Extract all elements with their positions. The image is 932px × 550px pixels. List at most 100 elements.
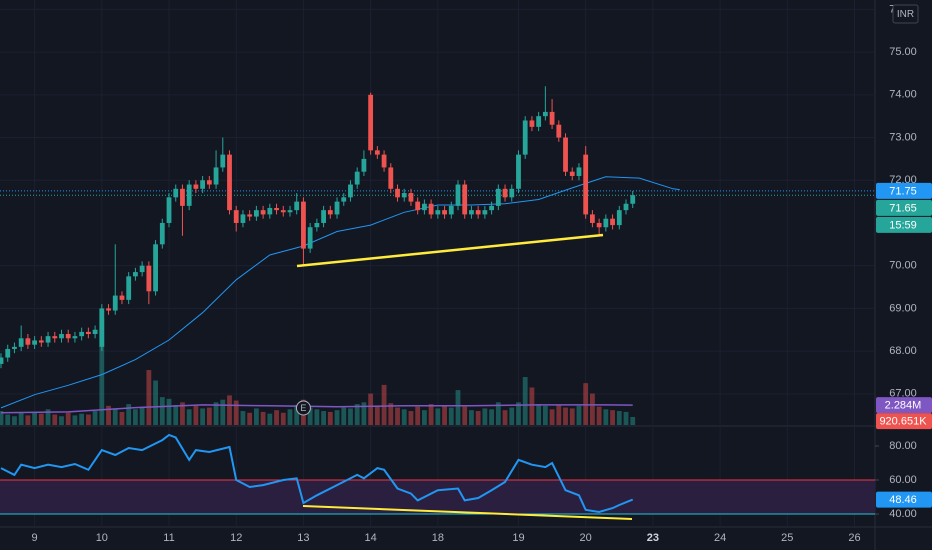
candle-body	[314, 222, 320, 228]
volume-bar	[12, 416, 17, 425]
volume-bar	[99, 318, 105, 425]
volume-bar	[112, 408, 118, 425]
volume-bar	[616, 411, 622, 425]
volume-bar	[186, 409, 192, 425]
candle-body	[25, 338, 31, 345]
axis-label-box	[876, 397, 932, 414]
x-tick-label: 25	[781, 532, 793, 544]
candle-body	[462, 184, 468, 215]
volume-bar	[415, 406, 421, 425]
candle-body	[556, 124, 562, 138]
volume-bar	[25, 415, 31, 425]
volume-bar	[563, 407, 568, 425]
candle-body	[85, 331, 91, 335]
rsi-line	[0, 433, 634, 514]
axis-label: 71.65	[889, 202, 917, 214]
candle-body	[529, 120, 535, 127]
volume-bar	[361, 402, 367, 425]
candle-body	[233, 210, 239, 223]
volume-bar	[260, 411, 266, 425]
volume-bar	[610, 410, 615, 425]
volume-bar	[139, 406, 145, 425]
volume-bar	[206, 407, 212, 425]
y-tick-label: 70.00	[889, 260, 917, 272]
x-tick-label: 26	[848, 532, 860, 544]
volume-ma-line	[0, 404, 633, 414]
volume-bar	[253, 408, 259, 425]
candle-body	[502, 188, 508, 198]
volume-bar	[341, 407, 347, 425]
volume-bar	[381, 384, 387, 425]
volume-bar	[455, 390, 461, 425]
volume-bar	[428, 404, 434, 425]
volume-bar	[0, 411, 4, 425]
candle-body	[603, 218, 609, 228]
candle-body	[59, 334, 64, 339]
volume-bar	[408, 411, 414, 425]
x-tick-label: 14	[365, 532, 377, 544]
candle-body	[623, 203, 629, 211]
y-tick-label: 75.00	[889, 46, 917, 58]
candle-body	[247, 214, 253, 217]
candle-body	[253, 210, 259, 217]
volume-bar	[556, 404, 562, 425]
candle-body	[200, 180, 206, 189]
volume-bar	[489, 409, 494, 425]
candle-body	[368, 94, 374, 151]
candle-body	[630, 195, 636, 204]
rsi-tick-label: 80.00	[889, 440, 917, 452]
candle-body	[469, 210, 474, 215]
axis-label-box	[876, 413, 932, 430]
candle-body	[213, 167, 219, 185]
volume-bar	[368, 393, 374, 425]
axes: 67.0068.0069.0070.0072.0073.0074.0075.00…	[32, 3, 932, 544]
currency: INR	[897, 9, 914, 20]
candle-body	[65, 334, 71, 339]
volume-layer: E	[0, 318, 636, 425]
candle-body	[576, 167, 582, 176]
candle-body	[166, 197, 172, 223]
volume-bar	[45, 409, 51, 425]
volume-bar	[85, 414, 91, 425]
volume-bar	[274, 410, 279, 425]
candle-body	[159, 222, 165, 245]
volume-bar	[146, 370, 152, 425]
candle-body	[307, 227, 313, 249]
currency-box[interactable]	[892, 4, 919, 24]
candle-body	[428, 203, 434, 215]
volume-bar	[173, 404, 179, 425]
candle-body	[267, 208, 273, 215]
volume-bar	[502, 410, 508, 425]
volume-bar	[18, 412, 24, 425]
candle-body	[153, 244, 158, 292]
volume-bar	[280, 412, 286, 425]
candle-body	[563, 137, 568, 172]
volume-bar	[166, 398, 172, 425]
volume-bar	[334, 410, 340, 425]
volume-bar	[475, 411, 481, 425]
volume-bar	[442, 405, 447, 425]
earnings-label: E	[300, 403, 306, 413]
volume-bar	[92, 411, 98, 425]
x-tick-label: 12	[230, 532, 242, 544]
y-tick-label: 69.00	[889, 302, 917, 314]
x-tick-label: 24	[714, 532, 726, 544]
volume-bar	[448, 407, 454, 425]
volume-bar	[72, 415, 78, 425]
axis-label: 48.46	[889, 494, 917, 506]
volume-bar	[267, 413, 273, 425]
axis-label: 920.651K	[879, 415, 927, 427]
volume-bar	[321, 411, 326, 425]
countdown-box	[876, 216, 932, 233]
candle-body	[489, 205, 494, 211]
candle-body	[348, 184, 353, 198]
axis-label: 2.284M	[885, 399, 922, 411]
volume-bar	[65, 412, 71, 425]
candle-body	[45, 336, 51, 343]
candle-body	[92, 329, 98, 335]
candle-body	[596, 222, 602, 228]
grid	[0, 0, 875, 527]
candle-body	[442, 210, 447, 215]
